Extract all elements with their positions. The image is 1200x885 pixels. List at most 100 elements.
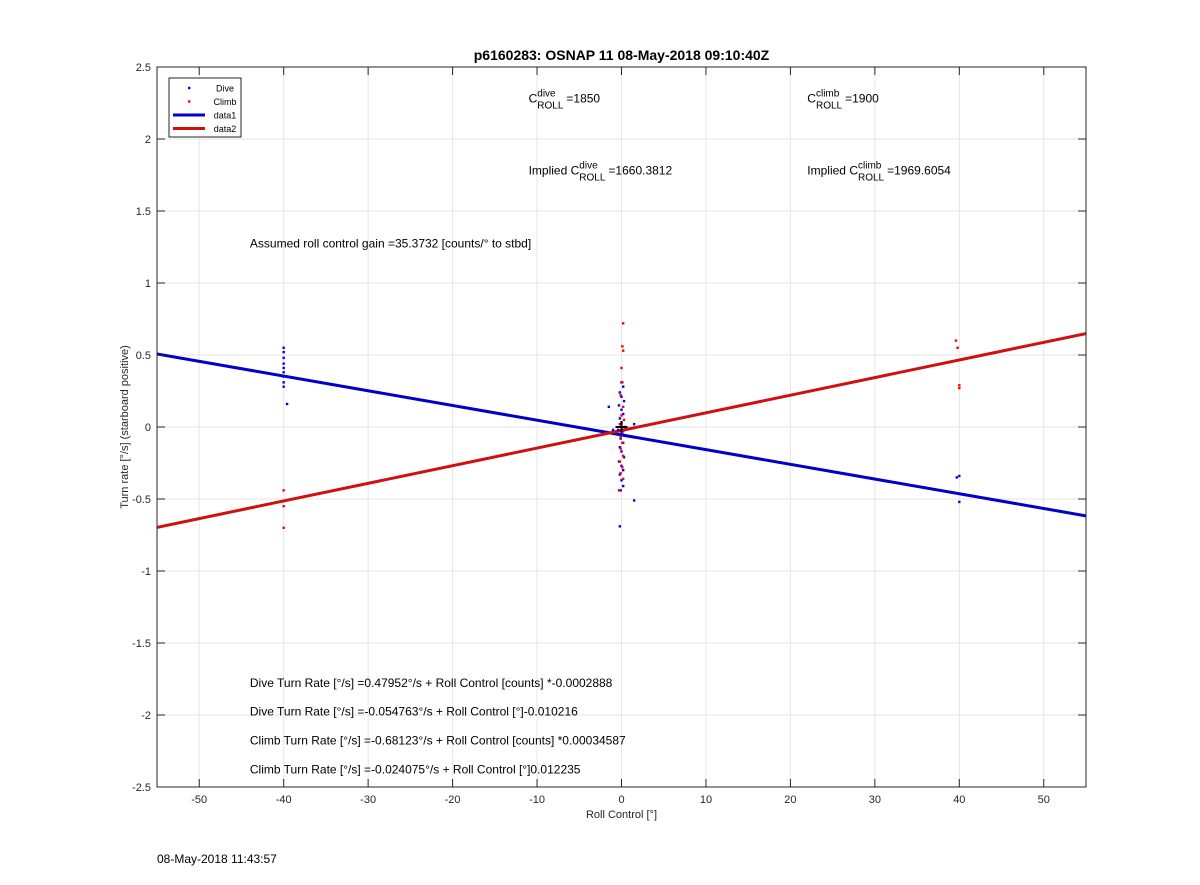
dive-point [611,428,615,432]
annotation-superscript: climb [816,88,840,99]
y-axis-label: Turn rate [°/s] (starboard positive) [119,345,131,509]
dive-point [621,469,625,472]
dive-point [620,450,623,453]
annotation-dive-deg: Dive Turn Rate [°/s] =-0.054763°/s + Rol… [250,705,578,719]
climb-point [619,447,622,450]
y-tick-label: 1 [145,278,151,290]
climb-point [619,435,622,439]
annotation-c-climb: Cclimb ROLL=1900 [807,88,879,111]
dive-point [616,428,620,432]
legend-label: Climb [213,97,236,107]
x-tick-label: 30 [869,794,881,806]
y-tick-label: -1.5 [132,638,151,650]
annotation-superscript: climb [858,160,882,171]
dive-point [632,499,636,502]
y-tick-label: -0.5 [132,494,151,506]
climb-point [621,405,625,409]
climb-point [621,381,624,384]
annotation-c-dive: Cdive ROLL=1850 [529,88,601,111]
annotation-climb-counts: Climb Turn Rate [°/s] =-0.68123°/s + Rol… [250,734,626,748]
dive-point [621,484,625,488]
annotation-superscript: dive [537,88,556,99]
legend-label: data1 [214,111,237,121]
annotation-superscript: dive [579,160,598,171]
annotation-dive-counts: Dive Turn Rate [°/s] =0.47952°/s + Roll … [250,676,613,690]
y-tick-label: 2.5 [136,62,151,74]
dive-point [282,356,285,360]
climb-point [621,441,624,445]
x-tick-label: 50 [1038,794,1050,806]
climb-point [622,418,626,421]
climb-point [621,345,624,348]
climb-point [618,422,622,426]
y-tick-label: 0 [145,422,151,434]
dive-point [619,489,622,492]
dive-point [282,385,285,388]
annotation-value: =1969.6054 [887,163,951,177]
x-tick-label: -30 [360,794,376,806]
dive-point [622,399,626,403]
climb-point [619,394,622,397]
y-tick-label: -1 [141,566,151,578]
annotation-gain: Assumed roll control gain =35.3732 [coun… [250,237,531,251]
climb-point [621,322,625,325]
y-tick-label: 0.5 [136,350,151,362]
dive-point [621,385,625,388]
dive-point [954,492,958,495]
climb-point [621,477,625,481]
series-climb [282,322,961,529]
dive-point [620,395,623,398]
annotation-implied-dive: Implied Cdive ROLL=1660.3812 [529,160,673,183]
annotation-subscript: ROLL [816,100,843,111]
dive-point [958,500,961,504]
annotation-subscript: ROLL [579,172,606,183]
annotation-symbol: C [807,91,816,105]
dive-point [282,362,285,365]
chart-title: p6160283: OSNAP 11 08-May-2018 09:10:40Z [474,47,770,63]
annotation-climb-deg: Climb Turn Rate [°/s] =-0.024075°/s + Ro… [250,762,581,776]
x-tick-label: -20 [445,794,461,806]
climb-point [621,454,625,457]
annotation-subscript: ROLL [537,100,564,111]
climb-point [619,471,622,475]
climb-point [618,460,622,463]
legend-marker-climb [188,100,191,103]
x-tick-label: 20 [784,794,796,806]
dive-point [282,366,285,370]
climb-point [621,430,625,433]
annotation-symbol: C [529,91,538,105]
dive-point [618,391,622,394]
dive-point [618,445,622,449]
climb-point [954,339,958,342]
print-timestamp: 08-May-2018 11:43:57 [157,852,277,866]
dive-point [955,476,958,479]
annotation-value: =1660.3812 [608,163,672,177]
dive-point [620,464,623,468]
dive-point [282,381,285,384]
annotation-prefix: Implied [807,163,849,177]
dive-point [632,422,636,426]
legend-label: data2 [214,124,237,134]
annotation-value: =1900 [845,91,879,105]
y-tick-label: -2 [141,710,151,722]
y-tick-label: 2 [145,134,151,146]
dive-point [282,346,285,349]
annotation-symbol: C [849,163,858,177]
dive-point [620,479,623,482]
dive-point [285,402,289,406]
dive-point [622,456,626,459]
annotation-subscript: ROLL [858,172,885,183]
dive-point [617,404,621,407]
x-tick-label: 10 [700,794,712,806]
plot-content [157,322,1086,529]
climb-point [956,346,959,349]
dive-point [958,474,961,478]
dive-point [620,408,623,411]
climb-point [282,489,285,492]
dive-point [618,417,622,420]
y-tick-label: 1.5 [136,206,151,218]
dive-point [618,473,622,476]
climb-point [621,349,625,352]
dive-point [619,437,622,440]
dive-point [621,433,624,436]
